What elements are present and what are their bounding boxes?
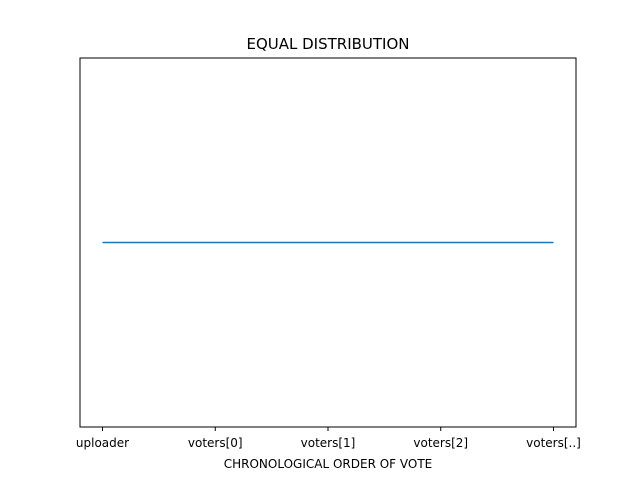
x-tick-label: voters[1] [301,436,356,450]
x-tick-label: voters[2] [413,436,468,450]
x-axis-title: CHRONOLOGICAL ORDER OF VOTE [224,457,433,471]
x-tick-label: uploader [76,436,129,450]
x-tick-label: voters[0] [188,436,243,450]
x-axis: uploader voters[0] voters[1] voters[2] voter… [76,427,581,450]
x-tick-label: voters[..] [526,436,581,450]
plot-area [79,57,577,428]
chart-title: EQUAL DISTRIBUTION [246,35,409,53]
